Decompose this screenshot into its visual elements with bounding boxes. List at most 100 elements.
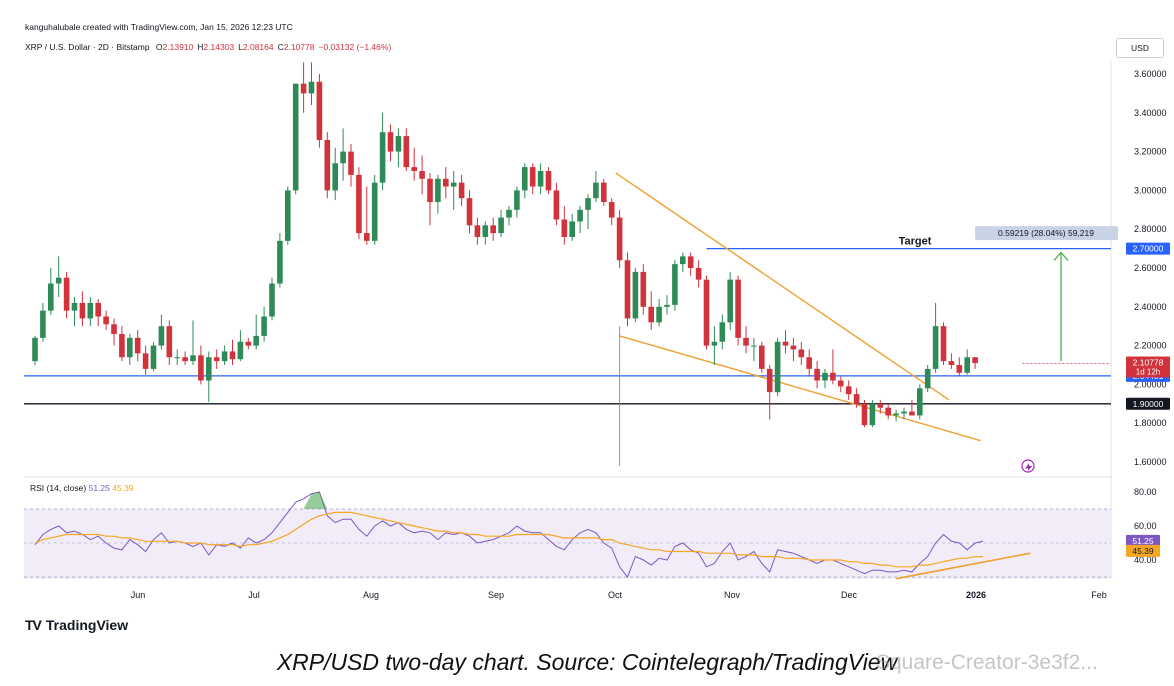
candle-up xyxy=(40,310,46,338)
level-label-bg-target xyxy=(1126,242,1170,255)
time-tick-label: Sep xyxy=(488,590,504,600)
candle-up xyxy=(32,337,38,362)
price-tick-label: 3.60000 xyxy=(1134,69,1167,79)
candle-down xyxy=(624,260,631,319)
rsi-value-label-bg xyxy=(1126,534,1160,547)
candle-down xyxy=(616,217,623,261)
tradingview-brand[interactable]: TV TradingView xyxy=(25,617,128,633)
candle-up xyxy=(308,81,315,94)
candle-up xyxy=(190,355,196,362)
candle-up xyxy=(727,279,733,323)
price-tick-label: 1.80000 xyxy=(1134,418,1167,428)
candle-down xyxy=(529,167,536,187)
candle-up xyxy=(924,368,931,389)
candle-up xyxy=(253,335,259,346)
target-caption: Target xyxy=(899,236,932,248)
candle-down xyxy=(956,365,963,373)
candle-down xyxy=(103,316,109,325)
candle-down xyxy=(443,178,449,187)
candle-up xyxy=(537,171,544,187)
candle-up xyxy=(482,225,489,237)
candle-down xyxy=(703,279,710,346)
candle-up xyxy=(672,264,678,305)
candle-down xyxy=(364,233,370,241)
price-tick-label: 2.20000 xyxy=(1134,341,1167,351)
candle-down xyxy=(474,225,481,237)
candle-up xyxy=(822,372,828,381)
candle-up xyxy=(577,209,583,222)
candle-up xyxy=(435,178,441,203)
candle-down xyxy=(640,271,647,307)
ohlc-value: −0.03132 (−1.46%) xyxy=(318,42,392,52)
symbol-ohlc-bar: XRP / U.S. Dollar · 2D · Bitstamp O2.139… xyxy=(25,42,391,52)
candle-up xyxy=(522,167,528,191)
ohlc-label: H xyxy=(197,42,204,52)
time-tick-label: Dec xyxy=(841,590,858,600)
ohlc-item: H2.14303 xyxy=(197,42,234,52)
candle-up xyxy=(48,283,54,311)
candle-up xyxy=(292,83,299,191)
candle-up xyxy=(632,271,639,319)
candle-up xyxy=(158,326,165,346)
candle-down xyxy=(490,225,496,234)
candle-down xyxy=(695,268,702,280)
candle-down xyxy=(316,81,323,140)
current-price-label-bg xyxy=(1126,356,1170,378)
candle-down xyxy=(798,349,805,358)
candle-down xyxy=(759,345,765,369)
candle-down xyxy=(561,219,568,237)
rsi-value-label: 51.25 xyxy=(1132,536,1154,546)
candle-up xyxy=(371,182,378,241)
price-tick-label: 1.60000 xyxy=(1134,457,1167,467)
candle-down xyxy=(229,351,236,360)
candle-up xyxy=(932,326,939,369)
candle-down xyxy=(909,411,915,416)
candle-up xyxy=(174,357,180,359)
candle-down xyxy=(687,256,694,268)
candle-up xyxy=(901,411,907,414)
candle-up xyxy=(514,190,520,210)
candle-down xyxy=(940,326,947,362)
candle-down xyxy=(111,324,117,334)
candle-up xyxy=(87,302,94,319)
ohlc-label: C xyxy=(277,42,284,52)
candle-up xyxy=(277,240,283,284)
candle-down xyxy=(782,341,789,346)
candle-down xyxy=(79,302,86,319)
level-label-bg-floor xyxy=(1126,397,1170,410)
candle-up xyxy=(395,136,402,152)
candle-up xyxy=(656,306,662,323)
rsi-trendline xyxy=(895,552,1031,580)
candle-up xyxy=(585,198,591,210)
candle-down xyxy=(972,357,978,364)
symbol-label: XRP / U.S. Dollar · 2D · Bitstamp xyxy=(25,42,150,52)
candle-down xyxy=(648,306,654,323)
candle-down xyxy=(356,174,362,234)
measurement-label: 0.59219 (28.04%) 59,219 xyxy=(998,228,1094,238)
candle-up xyxy=(269,283,275,317)
time-tick-label: Jul xyxy=(248,590,260,600)
rsi-tick-label: 40.00 xyxy=(1134,555,1157,565)
candle-up xyxy=(719,322,726,342)
rsi-legend-name: RSI (14, close) xyxy=(30,483,87,493)
candle-down xyxy=(545,171,552,191)
price-chart[interactable]: 3.60000 3.40000 3.20000 3.00000 2.80000 2.600… xyxy=(0,0,1174,610)
candle-down xyxy=(245,341,252,346)
candle-down xyxy=(300,83,307,94)
candle-down xyxy=(387,132,394,152)
time-tick-label: Feb xyxy=(1091,590,1107,600)
ohlc-value: 2.08164 xyxy=(242,42,274,52)
candle-down xyxy=(348,151,354,175)
time-tick-label: 2026 xyxy=(966,590,986,600)
rsi-tick-label: 60.00 xyxy=(1134,521,1157,531)
candle-up xyxy=(285,190,291,241)
candle-down xyxy=(166,326,173,358)
currency-button[interactable]: USD xyxy=(1116,38,1164,58)
candle-down xyxy=(608,202,615,218)
candle-down xyxy=(735,279,741,338)
candle-down xyxy=(142,353,149,369)
candle-up xyxy=(498,217,504,234)
rsi-tick-label: 80.00 xyxy=(1134,487,1157,497)
time-tick-label: Aug xyxy=(363,590,379,600)
ohlc-label: L xyxy=(238,42,243,52)
